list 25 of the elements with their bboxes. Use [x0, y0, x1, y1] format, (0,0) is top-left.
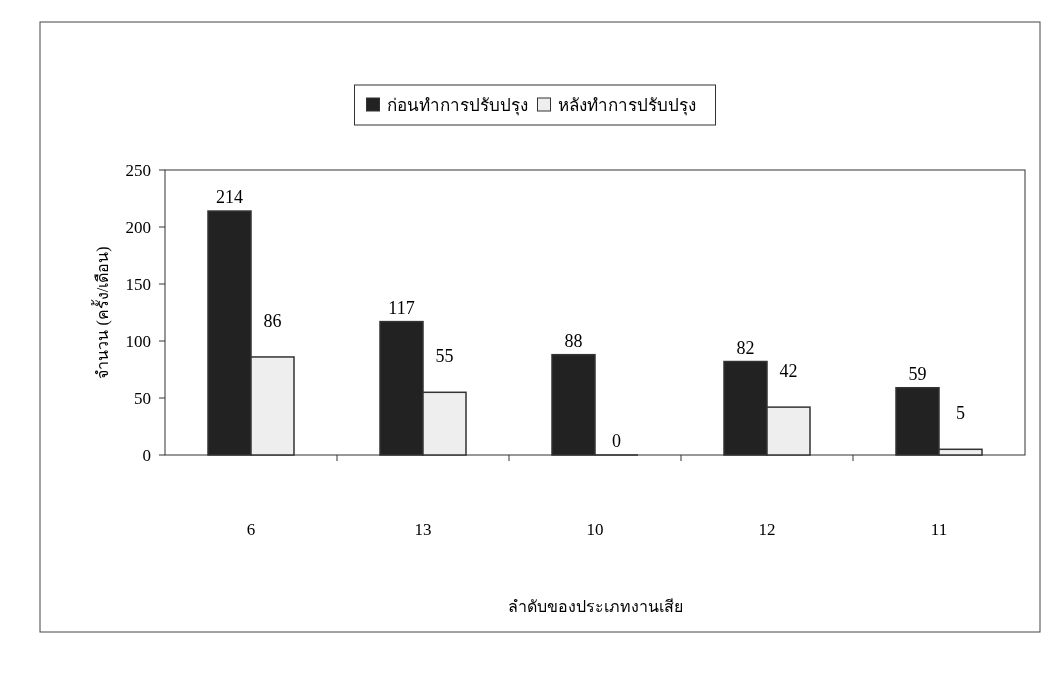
y-axis-title: จำนวน (ครั้ง/เดือน)	[91, 246, 112, 379]
legend-label: ก่อนทำการปรับปรุง	[386, 96, 528, 116]
y-tick-label: 200	[125, 218, 151, 237]
y-tick-label: 150	[125, 275, 151, 294]
data-label: 214	[216, 187, 243, 208]
data-label: 0	[612, 431, 621, 451]
data-label: 59	[908, 363, 927, 384]
data-label: 88	[564, 330, 583, 351]
x-tick-label: 6	[246, 520, 256, 539]
y-tick-label: 0	[142, 446, 151, 465]
y-tick-label: 50	[134, 389, 151, 408]
x-tick-label: 12	[758, 520, 776, 539]
legend-label: หลังทำการปรับปรุง	[557, 96, 696, 116]
y-tick-label: 250	[125, 161, 151, 180]
data-label: 5	[956, 403, 965, 424]
data-label: 82	[736, 337, 755, 358]
x-axis-title: ลำดับของประเภทงานเสีย	[507, 598, 683, 615]
data-label: 42	[779, 361, 798, 382]
data-label: 86	[263, 310, 282, 331]
y-tick-label: 100	[125, 332, 151, 351]
data-label: 117	[388, 297, 415, 318]
x-tick-label: 11	[930, 520, 948, 539]
x-tick-label: 13	[414, 520, 432, 539]
x-tick-label: 10	[586, 520, 604, 539]
data-label: 55	[435, 346, 454, 367]
